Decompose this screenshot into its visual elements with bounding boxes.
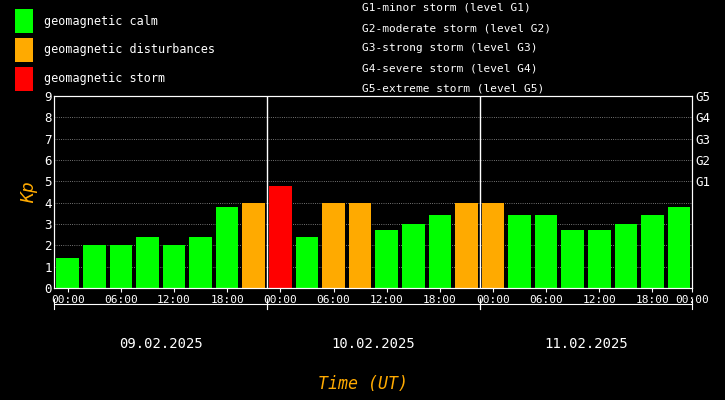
Text: G2-moderate storm (level G2): G2-moderate storm (level G2)	[362, 23, 552, 33]
Text: G3-strong storm (level G3): G3-strong storm (level G3)	[362, 43, 538, 53]
Bar	[561, 230, 584, 288]
Bar	[641, 216, 664, 288]
Bar	[83, 245, 106, 288]
Bar	[269, 186, 291, 288]
Text: 09.02.2025: 09.02.2025	[119, 337, 202, 351]
Bar	[455, 203, 478, 288]
Text: G1-minor storm (level G1): G1-minor storm (level G1)	[362, 3, 531, 13]
Bar	[242, 203, 265, 288]
Text: 11.02.2025: 11.02.2025	[544, 337, 628, 351]
Bar	[535, 216, 558, 288]
Bar	[668, 207, 690, 288]
Bar	[189, 237, 212, 288]
Bar	[14, 38, 33, 62]
Text: geomagnetic disturbances: geomagnetic disturbances	[44, 44, 215, 56]
Bar	[136, 237, 159, 288]
Bar	[216, 207, 239, 288]
Bar	[322, 203, 345, 288]
Bar	[402, 224, 425, 288]
Bar	[481, 203, 505, 288]
Text: G4-severe storm (level G4): G4-severe storm (level G4)	[362, 63, 538, 73]
Text: geomagnetic storm: geomagnetic storm	[44, 72, 165, 85]
Text: G5-extreme storm (level G5): G5-extreme storm (level G5)	[362, 84, 544, 94]
Bar	[588, 230, 610, 288]
Bar	[14, 9, 33, 33]
Bar	[109, 245, 132, 288]
Bar	[57, 258, 79, 288]
Bar	[508, 216, 531, 288]
Y-axis label: Kp: Kp	[20, 181, 38, 203]
Bar	[349, 203, 371, 288]
Bar	[428, 216, 451, 288]
Bar	[296, 237, 318, 288]
Bar	[162, 245, 186, 288]
Text: geomagnetic calm: geomagnetic calm	[44, 15, 157, 28]
Bar	[615, 224, 637, 288]
Bar	[376, 230, 398, 288]
Bar	[14, 67, 33, 91]
Text: Time (UT): Time (UT)	[318, 375, 407, 393]
Text: 10.02.2025: 10.02.2025	[331, 337, 415, 351]
